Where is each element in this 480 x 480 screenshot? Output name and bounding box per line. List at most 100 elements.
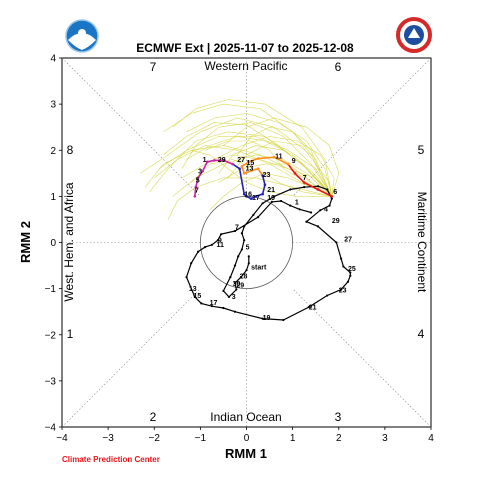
ensemble-mean-point-16 — [249, 197, 253, 200]
observed-point-36 — [326, 188, 329, 191]
observed-point-2 — [298, 208, 301, 211]
ensemble-mean-point-2 — [316, 188, 320, 191]
observed-point-37 — [316, 185, 320, 188]
ensemble-member-line-23 — [181, 122, 333, 197]
mean-day-label-14: 1 — [203, 157, 207, 164]
observed-day-label-14: 7 — [235, 225, 239, 232]
observed-point-41 — [261, 202, 264, 205]
region-label-right: Maritime Continent — [415, 192, 429, 293]
phase-label-3: 3 — [335, 410, 342, 424]
observed-day-label-15: 5 — [246, 244, 250, 251]
ensemble-mean-point-15 — [254, 195, 258, 198]
ensemble-mean-point-7 — [256, 157, 260, 160]
observed-point-13 — [190, 262, 193, 265]
ensemble-mean-point-23 — [205, 160, 209, 164]
ensemble-mean-segment-2 — [303, 181, 319, 191]
observed-day-label-6: 23 — [339, 287, 347, 294]
observed-point-22 — [307, 305, 310, 309]
ensemble-member-line-18 — [214, 136, 335, 197]
ensemble-mean-segment-5 — [273, 156, 289, 165]
ensemble-member-line-9 — [223, 117, 340, 197]
ensemble-mean-track — [193, 155, 334, 200]
observed-point-10 — [210, 243, 214, 246]
y-tick-label-6: 1 — [50, 192, 56, 203]
observed-track — [185, 185, 352, 322]
observed-point-7 — [233, 229, 237, 233]
ensemble-mean-segment-24 — [197, 170, 204, 179]
observed-point-23 — [326, 294, 329, 297]
ensemble-mean-segment-18 — [238, 168, 245, 195]
phase-label-7: 7 — [150, 60, 157, 74]
observed-point-33 — [319, 209, 322, 212]
observed-point-55 — [245, 269, 248, 272]
mean-day-label-15: 3 — [198, 168, 202, 175]
observed-day-label-11: 13 — [189, 286, 197, 293]
ensemble-mean-point-1 — [330, 195, 334, 198]
observed-point-38 — [303, 186, 306, 189]
observed-point-18 — [222, 306, 225, 310]
observed-point-19 — [233, 310, 237, 313]
mean-day-label-13: 29 — [218, 157, 226, 164]
observed-point-20 — [261, 317, 264, 320]
ensemble-member-line-22 — [144, 145, 332, 197]
ensemble-mean-segment-10 — [243, 167, 259, 175]
day-labels: 14292725232119171513119753293028start679… — [189, 154, 356, 322]
observed-point-3 — [289, 204, 292, 207]
observed-point-56 — [247, 262, 250, 265]
observed-point-47 — [237, 255, 240, 258]
mean-day-label-4: 11 — [275, 154, 283, 161]
observed-point-26 — [349, 274, 352, 277]
ensemble-mean-point-18 — [242, 192, 246, 196]
ensemble-mean-point-13 — [263, 183, 267, 187]
phase-guides — [61, 57, 432, 428]
observed-point-16 — [200, 302, 203, 305]
observed-point-6 — [256, 216, 260, 219]
observed-point-44 — [240, 232, 243, 235]
ensemble-mean-point-3 — [302, 181, 306, 184]
ensemble-mean-segment-4 — [287, 163, 296, 174]
ensemble-mean-point-9 — [240, 165, 244, 168]
observed-day-label-16: 3 — [232, 294, 236, 301]
observed-point-53 — [233, 281, 237, 285]
x-axis-label: RMM 1 — [225, 446, 267, 461]
ensemble-members — [140, 99, 340, 220]
ensemble-member-line-7 — [191, 150, 332, 197]
region-label-left: West. Hem. and Africa — [62, 182, 76, 301]
x-axis-ticks: −4 −3 −2 −1 0 1 2 3 4 — [56, 427, 434, 444]
ensemble-mean-segment-1 — [317, 188, 333, 198]
ensemble-member-line-6 — [163, 103, 333, 197]
ensemble-mean-segment-19 — [232, 163, 241, 170]
observed-day-label-18: 30 — [233, 281, 241, 288]
observed-point-11 — [203, 246, 207, 249]
y-tick-label-3: −2 — [45, 330, 57, 341]
ensemble-mean-point-10 — [242, 172, 246, 175]
observed-point-32 — [305, 220, 308, 223]
observed-day-label-20: start — [251, 264, 267, 271]
phase-label-1: 1 — [67, 327, 74, 341]
ensemble-member-line-17 — [204, 140, 332, 197]
ensemble-mean-segment-11 — [257, 168, 264, 177]
ensemble-mean-point-24 — [201, 169, 204, 173]
observed-point-4 — [279, 199, 283, 203]
observed-day-label-19: 28 — [240, 273, 248, 280]
observed-point-52 — [235, 288, 238, 291]
observed-point-34 — [328, 204, 331, 207]
observed-point-12 — [196, 250, 200, 253]
x-tick-label-4: −1 — [195, 433, 207, 444]
observed-day-label-17: 29 — [236, 283, 244, 290]
y-axis-ticks: −4 −3 −2 −1 0 1 2 3 4 — [45, 54, 62, 434]
ensemble-member-line-12 — [149, 131, 333, 197]
ensemble-member-line-21 — [227, 140, 333, 197]
ensemble-member-line-16 — [172, 99, 333, 197]
mean-day-label-7: 23 — [263, 172, 271, 179]
ensemble-mean-point-14 — [261, 192, 264, 196]
mean-day-label-11: 16 — [244, 191, 252, 198]
ensemble-mean-segment-12 — [261, 175, 266, 186]
mean-day-label-10: 17 — [252, 195, 260, 202]
phase-label-4: 4 — [418, 327, 425, 341]
ensemble-mean-segment-20 — [223, 159, 233, 165]
observed-point-57 — [247, 255, 250, 258]
x-tick-label-8: 3 — [382, 433, 388, 444]
ensemble-mean-point-19 — [238, 167, 241, 170]
observed-point-21 — [282, 318, 285, 322]
